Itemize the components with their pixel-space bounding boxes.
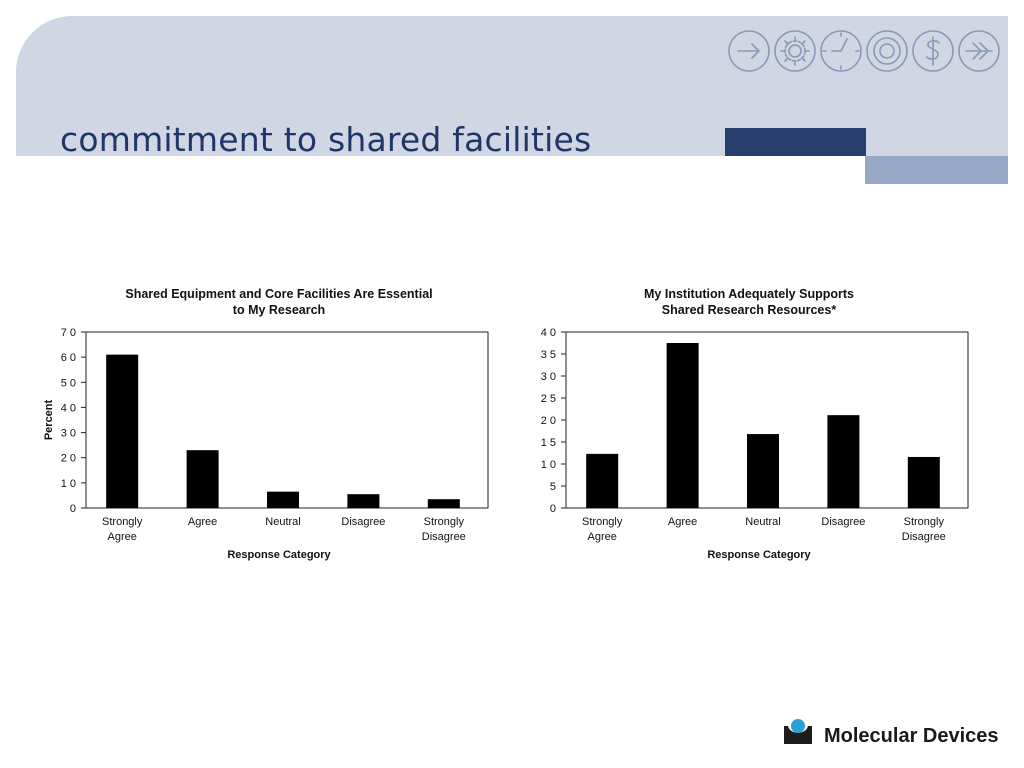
y-tick-label: 4 0: [541, 327, 556, 339]
y-tick-label: 2 5: [541, 393, 556, 405]
category-label: Disagree: [821, 516, 865, 528]
bar-4: [347, 494, 380, 508]
arrow-right-icon: [728, 30, 770, 72]
y-axis-label: Percent: [43, 399, 55, 440]
category-label: Disagree: [341, 516, 385, 528]
dollar-icon: [912, 30, 954, 72]
accent-bar-light: [865, 156, 1008, 184]
category-label: Neutral: [745, 516, 780, 528]
y-tick-label: 2 0: [541, 415, 556, 427]
category-label: Agree: [668, 516, 697, 528]
category-label: Strongly Disagree: [902, 516, 946, 543]
bar-5: [427, 499, 460, 508]
header-icon-strip: [728, 30, 1000, 72]
y-tick-label: 5 0: [61, 377, 76, 389]
y-tick-label: 3 0: [61, 428, 76, 440]
bar-3: [267, 491, 299, 508]
x-axis-label: Response Category: [707, 549, 811, 561]
y-tick-label: 6 0: [61, 352, 76, 364]
y-tick-label: 3 5: [541, 349, 556, 361]
chart-essential-facilities: Shared Equipment and Core Facilities Are…: [43, 287, 489, 561]
double-arrow-icon: [958, 30, 1000, 72]
category-label: Strongly Disagree: [422, 516, 466, 543]
bar-3: [747, 434, 779, 508]
y-tick-label: 5: [550, 481, 556, 493]
gear-icon: [774, 30, 816, 72]
y-tick-label: 4 0: [61, 402, 76, 414]
x-axis-label: Response Category: [227, 549, 331, 561]
bar-4: [827, 415, 860, 508]
chart-title: Shared Equipment and Core Facilities Are…: [125, 287, 432, 317]
y-tick-label: 3 0: [541, 371, 556, 383]
y-tick-label: 1 0: [61, 478, 76, 490]
clock-icon: [820, 30, 862, 72]
y-tick-label: 0: [70, 503, 76, 515]
accent-bar-dark: [725, 128, 866, 156]
category-label: Strongly Agree: [582, 516, 623, 543]
chart-institution-support: My Institution Adequately Supports Shared…: [541, 287, 969, 561]
target-icon: [866, 30, 908, 72]
logo-text: Molecular Devices: [824, 725, 999, 747]
y-tick-label: 2 0: [61, 453, 76, 465]
category-label: Strongly Agree: [102, 516, 143, 543]
y-tick-label: 0: [550, 503, 556, 515]
company-logo: Molecular Devices: [782, 718, 1012, 754]
chart-title: My Institution Adequately Supports Shared…: [644, 287, 854, 317]
bar-2: [666, 343, 699, 508]
plot-frame: [85, 331, 489, 509]
bar-5: [907, 456, 940, 508]
molecular-devices-logo-icon: [784, 719, 812, 744]
category-label: Neutral: [265, 516, 300, 528]
bar-2: [186, 450, 219, 508]
y-tick-label: 7 0: [61, 327, 76, 339]
y-tick-label: 1 0: [541, 459, 556, 471]
category-label: Agree: [188, 516, 217, 528]
page-title: commitment to shared facilities: [60, 120, 592, 159]
bar-1: [586, 453, 619, 508]
bar-1: [106, 354, 139, 508]
y-tick-label: 1 5: [541, 437, 556, 449]
